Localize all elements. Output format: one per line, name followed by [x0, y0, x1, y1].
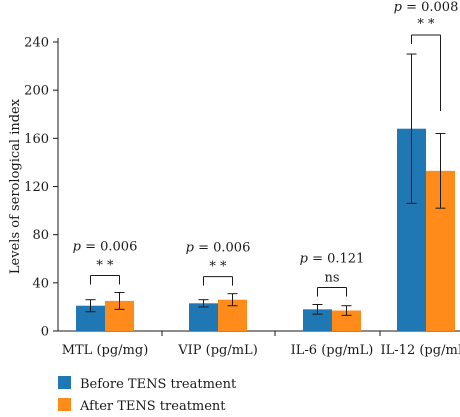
significance-marker: * * — [209, 260, 227, 275]
y-tick-label: 120 — [24, 180, 49, 195]
axes: 0 40 80 120 160 200 240 Levels of serological i… — [8, 36, 460, 358]
p-symbol: p — [300, 252, 312, 267]
legend-swatch — [58, 398, 71, 411]
x-tick-label: IL-12 (pg/mL) — [381, 343, 460, 358]
y-axis-label: Levels of serological index — [8, 98, 23, 274]
p-value-label: p = 0.006 — [73, 239, 138, 254]
legend-label: Before TENS treatment — [80, 377, 237, 392]
bars — [76, 53, 455, 331]
y-tick-label: 0 — [41, 325, 49, 340]
p-symbol: p — [394, 0, 406, 15]
significance-marker: * * — [96, 258, 114, 273]
p-value: = 0.006 — [198, 241, 250, 256]
x-tick-label: MTL (pg/mg) — [62, 343, 149, 358]
y-tick-label: 160 — [24, 132, 49, 147]
p-symbol: p — [73, 239, 85, 254]
significance-marker: ns — [324, 271, 339, 286]
p-value-label: p = 0.006 — [186, 241, 251, 256]
p-value: = 0.121 — [312, 252, 364, 267]
p-value: = 0.008 — [406, 0, 458, 15]
p-value: = 0.006 — [85, 239, 137, 254]
bar — [189, 303, 218, 331]
y-tick-label: 80 — [32, 228, 49, 243]
y-tick-label: 40 — [32, 276, 49, 291]
x-tick-label: VIP (pg/mL) — [177, 343, 258, 358]
p-value-label: p = 0.008 — [394, 0, 459, 15]
legend-swatch — [58, 376, 71, 389]
legend: Before TENS treatment After TENS treatmen… — [58, 376, 237, 414]
y-tick-label: 240 — [24, 36, 49, 51]
bar — [303, 309, 332, 331]
x-tick-label: IL-6 (pg/mL) — [291, 343, 374, 358]
y-tick-label: 200 — [24, 84, 49, 99]
bar — [332, 310, 361, 331]
p-symbol: p — [186, 241, 198, 256]
legend-label: After TENS treatment — [79, 399, 226, 414]
significance-marker: * * — [417, 17, 435, 32]
p-value-label: p = 0.121 — [300, 252, 365, 267]
